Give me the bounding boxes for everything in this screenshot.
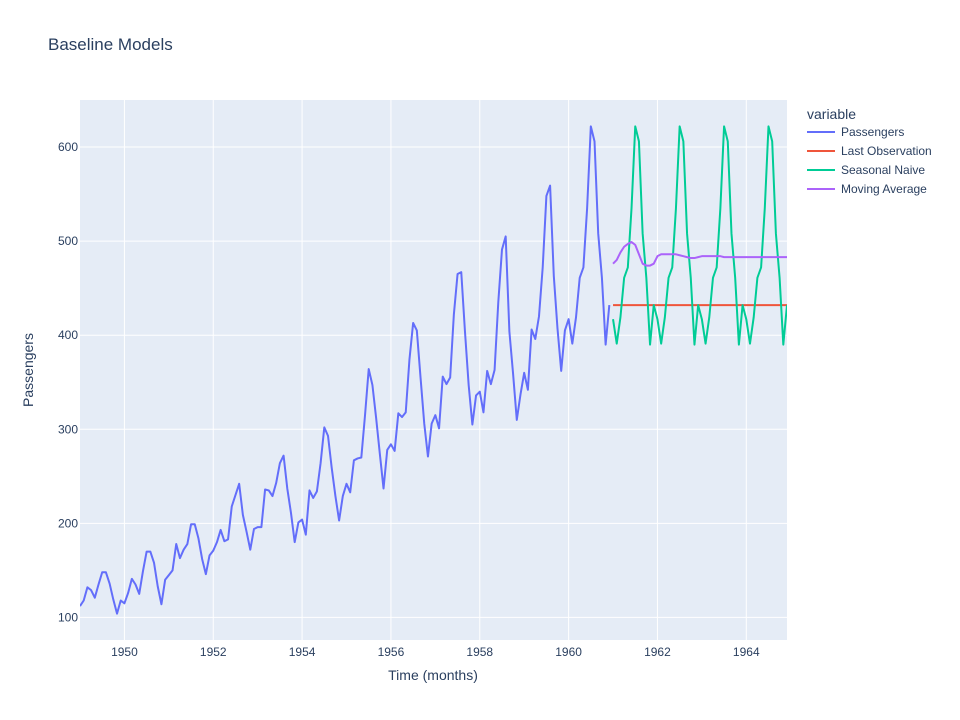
y-tick-label: 500 <box>58 234 78 248</box>
y-axis-ticks: 100 200 300 400 500 600 <box>58 140 78 624</box>
legend-item[interactable]: Passengers <box>807 125 904 139</box>
y-axis-title: Passengers <box>20 333 36 407</box>
legend: variable Passengers Last Observation Seaso… <box>807 106 932 196</box>
y-tick-label: 200 <box>58 516 78 530</box>
x-tick-label: 1964 <box>733 645 760 659</box>
gridlines <box>80 100 787 640</box>
legend-item[interactable]: Last Observation <box>807 144 932 158</box>
series-line-moving-average <box>612 241 787 267</box>
legend-label: Seasonal Naive <box>841 163 925 177</box>
y-tick-label: 400 <box>58 328 78 342</box>
series-lines <box>80 125 787 615</box>
x-tick-label: 1950 <box>111 645 138 659</box>
x-tick-label: 1958 <box>466 645 493 659</box>
legend-item[interactable]: Moving Average <box>807 182 927 196</box>
x-tick-label: 1952 <box>200 645 227 659</box>
legend-label: Passengers <box>841 125 904 139</box>
series-line-seasonal-naive <box>612 125 787 346</box>
y-tick-label: 600 <box>58 140 78 154</box>
x-axis-title: Time (months) <box>388 667 478 683</box>
chart-title: Baseline Models <box>48 35 173 54</box>
plot-area <box>80 100 787 640</box>
legend-label: Last Observation <box>841 144 932 158</box>
series-line-passengers <box>80 125 611 615</box>
x-tick-label: 1962 <box>644 645 671 659</box>
y-tick-label: 300 <box>58 422 78 436</box>
legend-title: variable <box>807 106 856 122</box>
x-tick-label: 1954 <box>289 645 316 659</box>
x-tick-label: 1956 <box>378 645 405 659</box>
legend-item[interactable]: Seasonal Naive <box>807 163 925 177</box>
legend-label: Moving Average <box>841 182 927 196</box>
x-axis-ticks: 1950 1952 1954 1956 1958 1960 1962 1964 <box>111 645 760 659</box>
x-tick-label: 1960 <box>555 645 582 659</box>
y-tick-label: 100 <box>58 610 78 624</box>
